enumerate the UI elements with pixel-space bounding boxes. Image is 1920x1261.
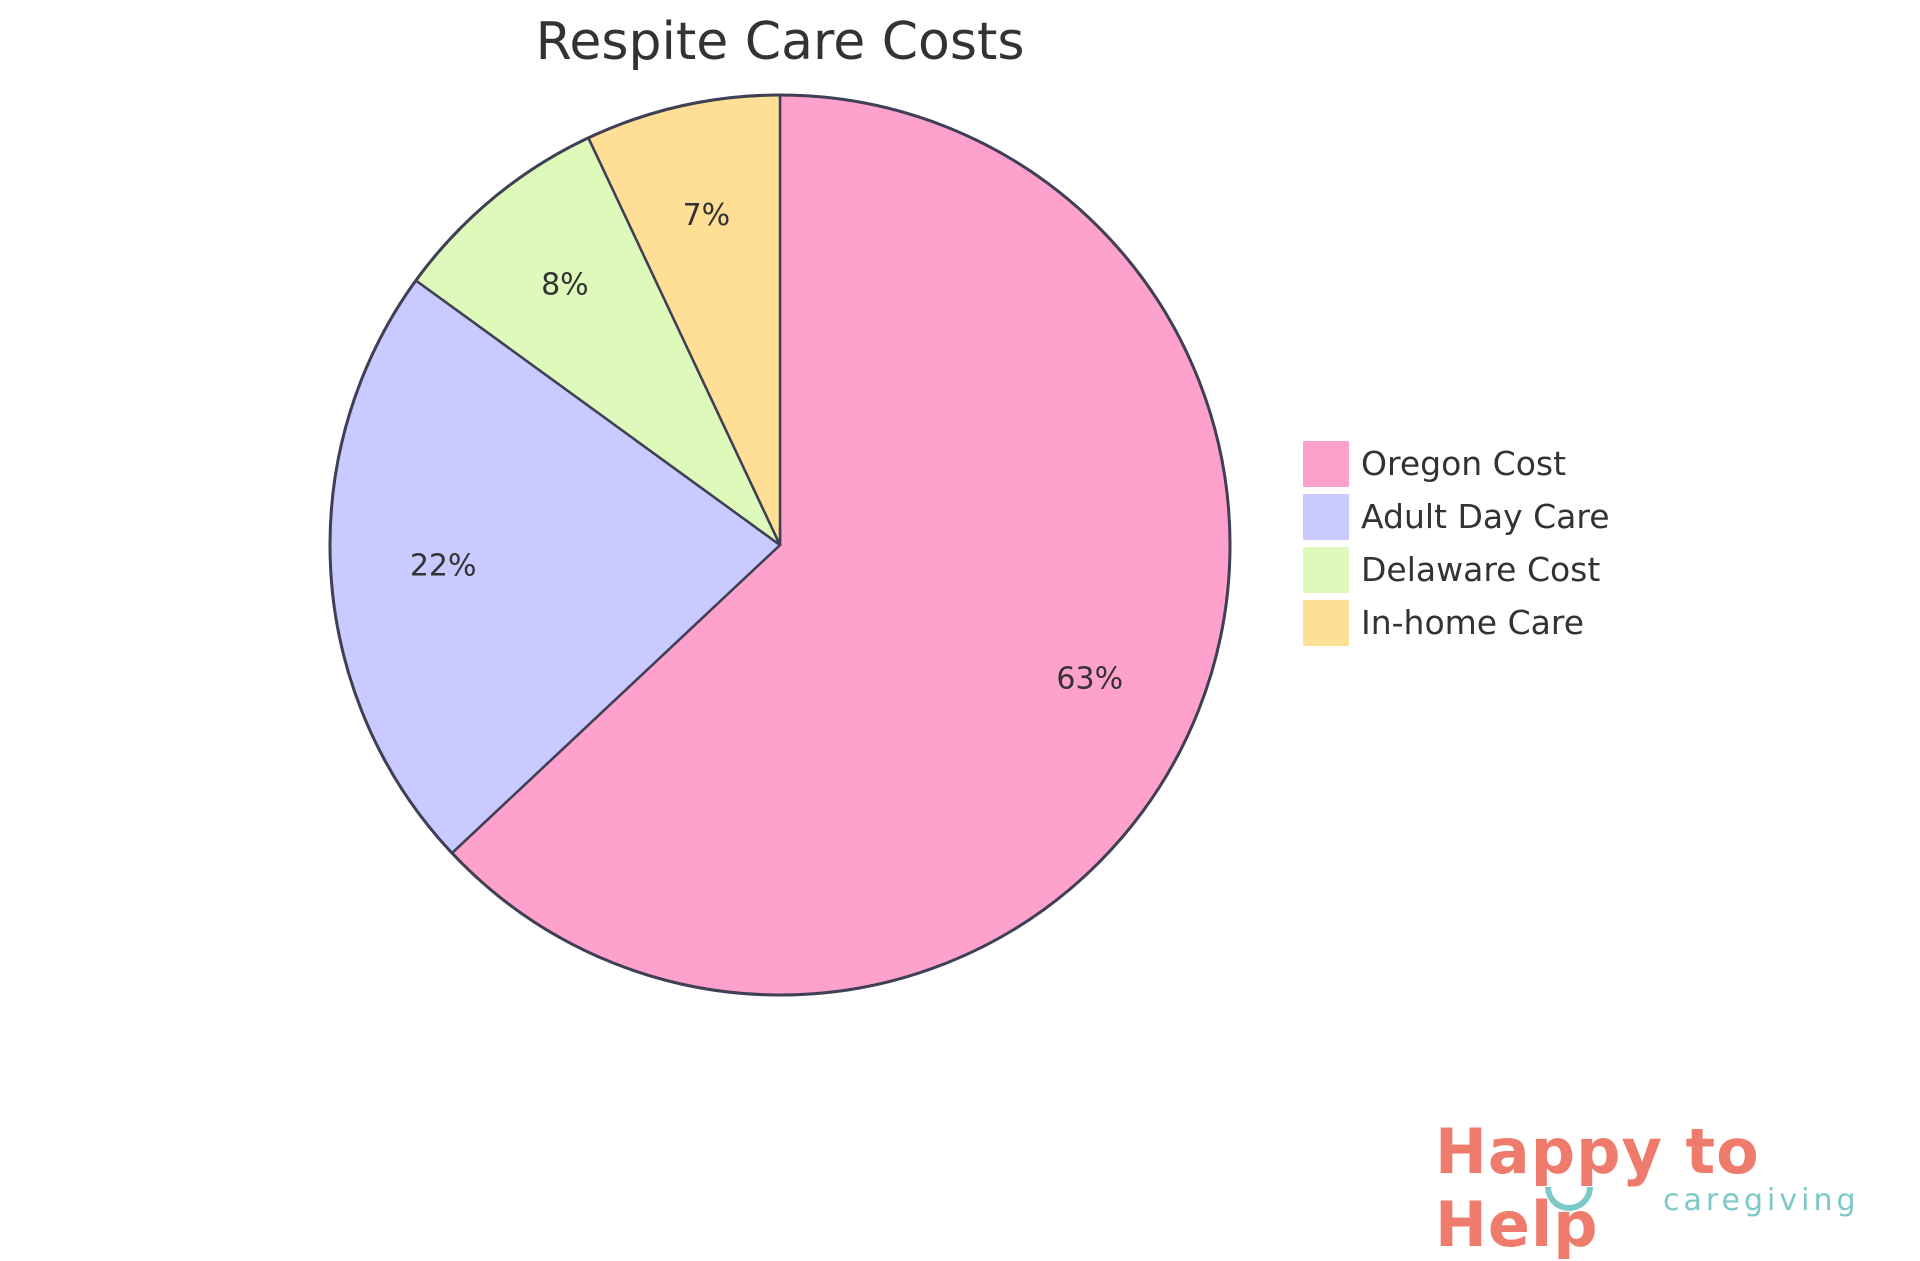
slice-label: 22% xyxy=(410,549,477,584)
legend-label: Oregon Cost xyxy=(1361,444,1567,483)
legend: Oregon Cost Adult Day Care Delaware Cost… xyxy=(1303,437,1610,649)
legend-label: Delaware Cost xyxy=(1361,550,1601,589)
legend-swatch xyxy=(1303,599,1349,646)
slice-label: 7% xyxy=(683,198,731,233)
watermark-logo: Happy to Help caregiving xyxy=(1435,1115,1905,1261)
logo-subtext: caregiving xyxy=(1663,1183,1860,1218)
legend-label: Adult Day Care xyxy=(1361,497,1610,536)
legend-swatch xyxy=(1303,493,1349,540)
legend-item-adult-day-care: Adult Day Care xyxy=(1303,490,1610,543)
pie-outline xyxy=(328,93,1232,997)
legend-label: In-home Care xyxy=(1361,603,1585,642)
pie-chart: 63% 22% 8% 7% xyxy=(328,93,1232,997)
legend-item-delaware-cost: Delaware Cost xyxy=(1303,543,1610,596)
chart-title: Respite Care Costs xyxy=(535,12,1025,72)
legend-item-oregon-cost: Oregon Cost xyxy=(1303,437,1610,490)
slice-label: 63% xyxy=(1056,662,1123,697)
legend-swatch xyxy=(1303,546,1349,593)
slice-label: 8% xyxy=(541,267,589,302)
legend-item-in-home-care: In-home Care xyxy=(1303,596,1610,649)
legend-swatch xyxy=(1303,440,1349,487)
